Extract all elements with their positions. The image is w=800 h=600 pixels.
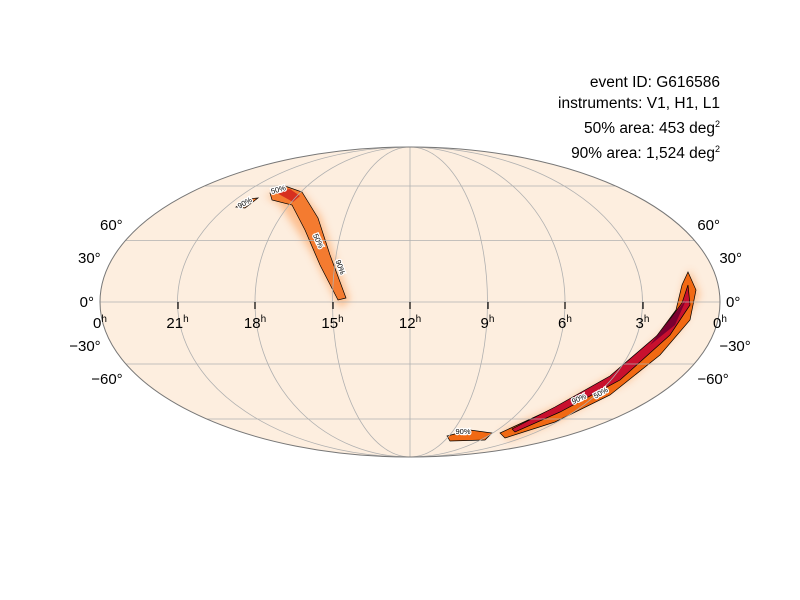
area-90: 90% area: 1,524 deg2 <box>571 144 720 163</box>
ra-tick-label: 0h <box>713 314 727 332</box>
south-region-90 <box>499 271 697 439</box>
dec-tick-label-left: −60° <box>91 371 122 388</box>
north-region-west <box>235 197 260 209</box>
north-region-90 <box>269 185 347 301</box>
dec-tick-label-left: 0° <box>80 294 94 311</box>
dec-tick-label-left: 60° <box>100 217 123 234</box>
dec-tick-label-right: 0° <box>726 294 740 311</box>
north-region-peak <box>275 189 300 202</box>
dec-tick-label-right: −60° <box>697 371 728 388</box>
south-region-halo <box>500 270 700 440</box>
event-info: event ID: G616586 instruments: V1, H1, L… <box>558 72 720 164</box>
event-id: event ID: G616586 <box>589 74 720 91</box>
south-region-west <box>446 429 493 442</box>
dec-tick-label-right: 60° <box>697 217 720 234</box>
area-50: 50% area: 453 deg2 <box>583 119 720 138</box>
instruments: instruments: V1, H1, L1 <box>558 95 720 112</box>
dec-tick-label-left: −30° <box>69 338 100 355</box>
contour-label: 90% <box>455 427 470 436</box>
ra-ticks <box>177 302 644 309</box>
dec-tick-label-left: 30° <box>78 250 101 267</box>
dec-tick-label-right: 30° <box>719 250 742 267</box>
south-region-peak <box>650 300 686 345</box>
probability-density <box>235 185 700 442</box>
dec-tick-label-right: −30° <box>719 338 750 355</box>
sky-border <box>99 146 721 458</box>
